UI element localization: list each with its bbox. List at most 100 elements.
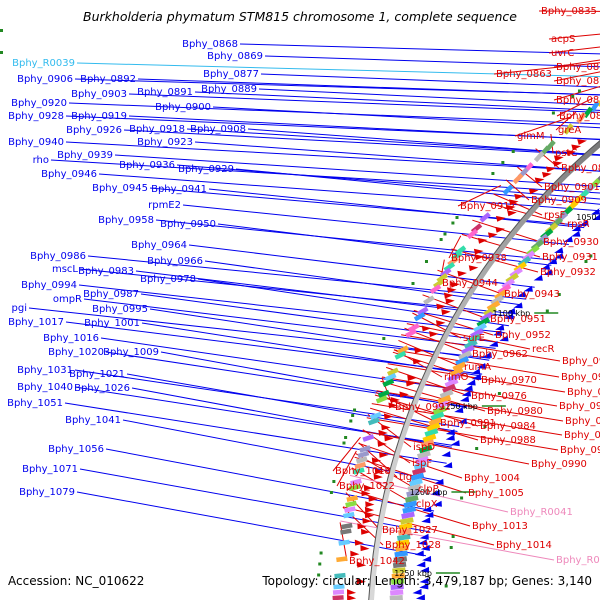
feature-block [338, 539, 350, 546]
feature-block [395, 544, 409, 552]
forward-gene-arrow [422, 506, 432, 513]
label-connector [393, 349, 560, 378]
label-connector [351, 467, 415, 505]
feature-block [563, 123, 574, 135]
reverse-gene-arrow [388, 402, 398, 409]
marker [0, 51, 3, 54]
left-gene-label: Bphy_1016 [43, 333, 99, 344]
label-connector [398, 339, 463, 368]
feature-block [390, 589, 404, 596]
left-gene-label: Bphy_0983 [78, 266, 134, 277]
right-gene-label: surE [463, 333, 485, 344]
map-title: Burkholderia phymatum STM815 chromosome … [83, 9, 517, 24]
left-gene-label: mscL [52, 264, 78, 275]
label-connector [336, 450, 357, 487]
left-gene-label: Bphy_0891 [137, 87, 193, 98]
feature-block [404, 494, 419, 503]
feature-block [416, 306, 429, 316]
label-connector [401, 334, 561, 362]
right-gene-label: rumA [464, 362, 491, 373]
forward-gene-arrow [590, 208, 600, 215]
left-gene-label: Bphy_0945 [92, 183, 148, 194]
left-gene-label: Bphy_0877 [203, 69, 259, 80]
forward-gene-arrow [516, 291, 526, 298]
right-gene-label: Bphy_0944 [442, 278, 498, 289]
reverse-gene-arrow [514, 193, 524, 200]
feature-block [346, 495, 359, 502]
forward-gene-arrow [445, 429, 455, 436]
forward-gene-arrow [571, 230, 581, 237]
reverse-gene-arrow [443, 292, 454, 299]
feature-block [392, 561, 407, 569]
feature-block [447, 372, 462, 383]
forward-gene-arrow [421, 517, 431, 524]
forward-gene-arrow [445, 434, 455, 441]
forward-gene-arrow [540, 263, 551, 270]
label-connector [76, 62, 600, 78]
feature-block [410, 472, 425, 481]
reverse-gene-arrow [528, 188, 539, 195]
forward-gene-arrow [419, 533, 429, 540]
feature-block [479, 311, 494, 323]
forward-gene-arrow [432, 500, 442, 507]
marker [455, 216, 459, 219]
marker [483, 425, 487, 428]
left-gene-label: Bphy_0926 [66, 125, 122, 136]
label-connector [149, 187, 587, 227]
label-connector [87, 255, 527, 300]
reverse-gene-arrow [407, 375, 417, 381]
reverse-gene-arrow [363, 484, 374, 491]
feature-block [340, 522, 353, 530]
right-gene-label: Bphy_0835 [541, 6, 597, 17]
feature-block [502, 184, 514, 196]
forward-gene-arrow [579, 219, 589, 226]
reverse-gene-arrow [473, 248, 484, 255]
feature-block [423, 295, 435, 305]
label-connector [126, 373, 458, 432]
feature-block [444, 378, 459, 388]
feature-block [432, 278, 445, 289]
reverse-gene-arrow [378, 429, 388, 436]
feature-block [442, 383, 457, 394]
left-gene-label: ompR [53, 294, 82, 305]
feature-block [377, 389, 390, 399]
right-gene-labels: Bphy_0835 acpS uvrC Bphy_0858 Bphy_0863 Bphy_… [335, 6, 600, 567]
feature-block [439, 389, 454, 399]
forward-gene-arrow [547, 258, 558, 265]
right-gene-label: Bphy_0901 [544, 182, 600, 193]
reverse-gene-arrow [356, 578, 366, 585]
tick-label: 1150 kbp [440, 402, 478, 411]
reverse-gene-arrow [373, 473, 383, 480]
forward-gene-arrow [461, 390, 472, 397]
reverse-gene-arrow [505, 204, 516, 211]
forward-gene-arrow [422, 555, 432, 562]
forward-gene-arrow [495, 324, 505, 331]
label-connector [239, 43, 600, 55]
reverse-gene-arrow [445, 298, 455, 305]
forward-gene-arrow [459, 396, 470, 403]
reverse-gene-arrow [553, 155, 564, 162]
right-gene-label: Bphy_0863 [496, 69, 552, 80]
forward-gene-arrow [463, 385, 473, 391]
right-gene-label: Bphy_0956 [562, 356, 600, 367]
forward-gene-arrow [466, 379, 476, 386]
right-gene-label: Bphy_0943 [504, 289, 560, 300]
right-gene-label: uvrC [551, 48, 574, 59]
left-gene-label: Bphy_0978 [140, 274, 196, 285]
label-connector [74, 78, 600, 96]
right-gene-label: Bphy_0930 [543, 237, 599, 248]
feature-block [344, 506, 356, 513]
reverse-gene-arrow [571, 144, 582, 151]
forward-gene-arrow [443, 462, 453, 469]
feature-block [359, 445, 371, 453]
right-gene-label: Bphy_0991 [440, 418, 496, 429]
reverse-gene-arrow [474, 254, 485, 261]
forward-gene-arrow [488, 340, 499, 347]
right-gene-label: Bphy_1014 [496, 540, 552, 551]
right-gene-label: rimO [444, 372, 469, 383]
reverse-gene-arrow [457, 270, 467, 277]
marker [319, 551, 323, 555]
feature-block [397, 528, 412, 536]
forward-gene-arrow [506, 307, 516, 314]
